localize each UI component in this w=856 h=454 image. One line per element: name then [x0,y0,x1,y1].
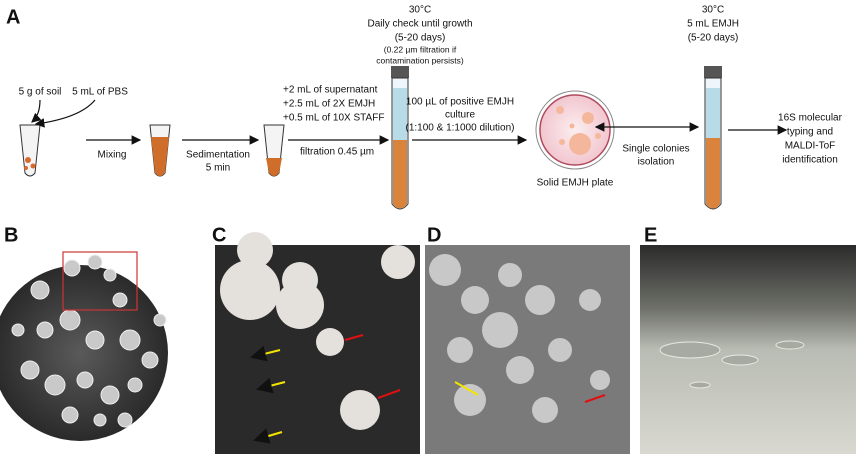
panel-label: D [427,224,441,246]
step-label: Sedimentation [186,150,250,161]
step-label: 5 min [206,163,230,174]
step-label: Single colonies [622,144,689,155]
step-label: Solid EMJH plate [537,178,614,189]
step-label: MALDI-ToF [785,141,836,152]
step-label: filtration 0.45 µm [300,147,374,158]
step-label: contamination persists) [376,55,464,65]
photo-c [215,232,420,454]
step-label: +2.5 mL of 2X EMJH [283,99,375,110]
photo-b [0,251,168,441]
step-label: +0.5 mL of 10X STAFF [283,113,384,124]
panel-label: B [4,224,18,246]
step-label: (0.22 µm filtration if [384,44,457,54]
panel-label: C [212,224,226,246]
step-label: typing and [787,127,833,138]
photo-e [640,245,856,454]
step-label: identification [782,155,838,166]
step-label: 30°C [409,5,431,16]
step-label: 5 mL EMJH [687,19,739,30]
step-label: (5-20 days) [688,33,739,44]
workflow: 5 g of soil 5 mL of PBS Mixing Sedimenta… [19,5,843,210]
step-label: (1:100 & 1:1000 dilution) [406,123,515,134]
panel-label: A [6,6,20,28]
step-label: 30°C [702,5,724,16]
step-label: +2 mL of supernatant [283,85,378,96]
step-label: Daily check until growth [367,19,472,30]
tube [19,124,41,177]
step-label: isolation [638,157,675,168]
panel-label: E [644,224,657,246]
photo-d [425,245,630,454]
step-label: Mixing [98,150,127,161]
step-label: 5 g of soil [19,87,62,98]
step-label: 5 mL of PBS [72,87,128,98]
step-label: 100 µL of positive EMJH [406,97,514,108]
step-label: (5-20 days) [395,33,446,44]
step-label: 16S molecular [778,113,843,124]
step-label: culture [445,110,475,121]
